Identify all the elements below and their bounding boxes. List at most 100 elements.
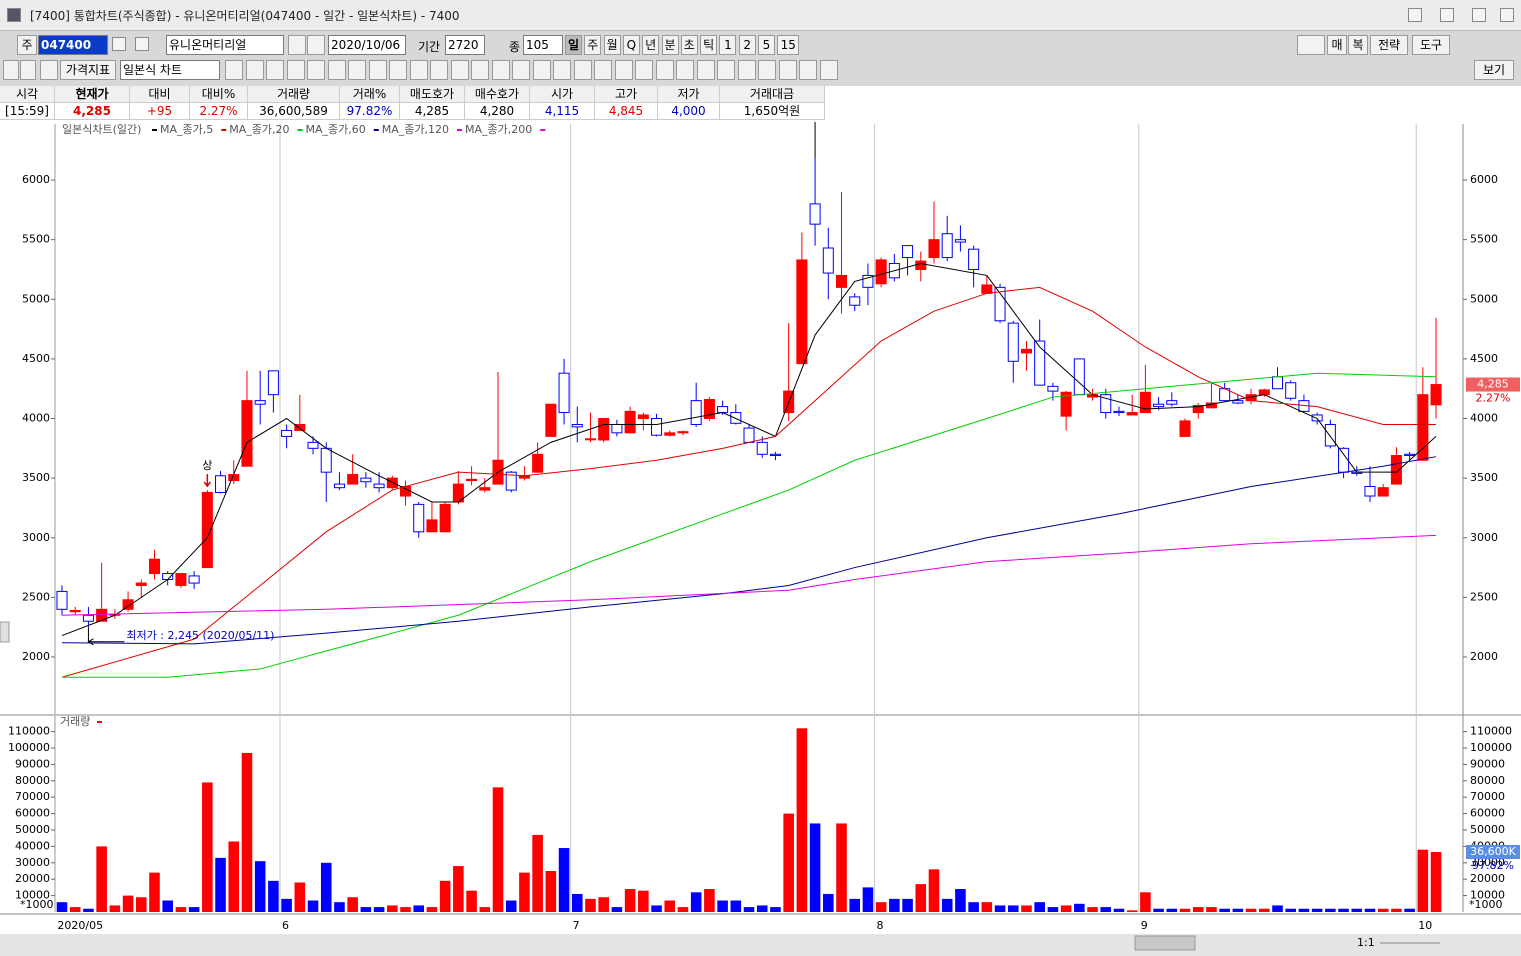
tool-button[interactable] (471, 60, 489, 80)
volume-bar (281, 898, 292, 912)
indicator-button[interactable]: 가격지표 (60, 60, 116, 80)
tool-button[interactable] (225, 60, 243, 80)
tool-button[interactable] (573, 60, 592, 80)
chart-style-select[interactable]: 일본식 차트 (120, 60, 220, 80)
tool-button[interactable] (594, 60, 612, 80)
view-button[interactable]: 보기 (1474, 60, 1514, 80)
candle-body (1364, 485, 1376, 497)
right-button[interactable]: 복 (1348, 35, 1368, 55)
tool-button[interactable] (368, 60, 387, 80)
tool-button[interactable] (389, 60, 407, 80)
right-button[interactable]: 매 (1327, 35, 1347, 55)
right-button[interactable]: 전략 (1370, 35, 1408, 55)
tool-button[interactable] (430, 60, 448, 80)
next-button[interactable] (288, 35, 306, 55)
volume-bar (162, 900, 173, 912)
scroll-thumb[interactable] (1134, 935, 1196, 951)
tool-button[interactable] (327, 60, 346, 80)
quote-header: 대비% (190, 86, 248, 103)
period-input[interactable]: 2720 (445, 35, 485, 55)
count-input[interactable]: 105 (523, 35, 563, 55)
tool-button[interactable] (409, 60, 428, 80)
tool-button[interactable] (532, 60, 551, 80)
candle-body (730, 412, 742, 424)
tool-button[interactable] (635, 60, 653, 80)
tool-button[interactable] (450, 60, 469, 80)
up-button[interactable] (3, 60, 19, 80)
code-input[interactable]: 047400 (38, 35, 108, 55)
tool-button[interactable] (696, 60, 715, 80)
prev-button[interactable] (307, 35, 325, 55)
lr-button[interactable] (20, 60, 36, 80)
volume-tick-label: 50000 (15, 823, 50, 836)
tool-button[interactable] (348, 60, 366, 80)
volume-bar (571, 893, 583, 912)
name-input[interactable]: 유니온머티리얼 (166, 35, 284, 55)
tool-button[interactable] (655, 60, 674, 80)
volume-bar (1232, 908, 1244, 912)
tool-button[interactable] (676, 60, 694, 80)
candle-body (122, 599, 134, 610)
tool-button[interactable] (266, 60, 284, 80)
side-toggle[interactable] (0, 621, 10, 643)
volume-bar (941, 898, 953, 912)
price-tick-label: 6000 (22, 173, 50, 186)
search-button[interactable] (112, 37, 126, 51)
x-tick-label: 2020/05 (57, 919, 103, 932)
volume-bar (241, 752, 253, 912)
quote-header: 고가 (595, 86, 658, 103)
candle-body (1047, 385, 1059, 392)
maximize-button[interactable] (1472, 8, 1486, 22)
tool-button[interactable] (491, 60, 510, 80)
tool-button[interactable] (799, 60, 817, 80)
legend-swatch (297, 129, 303, 131)
right-button[interactable]: 도구 (1412, 35, 1450, 55)
tool-button[interactable] (737, 60, 756, 80)
candle-body (1113, 410, 1125, 414)
tool-button[interactable] (778, 60, 797, 80)
cloud-button[interactable] (1297, 35, 1325, 55)
tool-button[interactable] (307, 60, 325, 80)
x-tick-label: 10 (1418, 919, 1432, 932)
volume-bar (1007, 905, 1019, 912)
period-button[interactable]: 월 (603, 35, 621, 55)
restore-button[interactable] (1440, 8, 1454, 22)
tool-button[interactable] (614, 60, 633, 80)
close-button[interactable] (1500, 8, 1514, 22)
candle-body (968, 248, 980, 270)
period-button[interactable]: 년 (642, 35, 660, 55)
tool-button[interactable] (245, 60, 264, 80)
period-button[interactable]: 일 (565, 35, 582, 55)
tool-button[interactable] (553, 60, 571, 80)
edit-button[interactable] (40, 60, 58, 80)
tool-button[interactable] (512, 60, 530, 80)
chart-area: 1:1 2020/05 6 7 8 9 10 2000 2000 2500 2500 3000 300… (0, 122, 1521, 956)
period-button[interactable]: 5 (758, 35, 775, 55)
period-button[interactable]: 2 (738, 35, 756, 55)
tool-button[interactable] (819, 60, 838, 80)
period-button[interactable]: 1 (719, 35, 737, 55)
quote-value: [15:59] (0, 103, 55, 120)
candle-body (1100, 394, 1112, 414)
date-input[interactable]: 2020/10/06 (328, 35, 406, 55)
period-button[interactable]: 15 (777, 35, 800, 55)
legend-swatch (97, 721, 102, 723)
tool-button[interactable] (286, 60, 305, 80)
candle-body (796, 259, 808, 365)
sort-button[interactable] (135, 37, 149, 51)
tool-button[interactable] (758, 60, 776, 80)
candle-body (96, 608, 108, 622)
price-tick-label: 3000 (1470, 531, 1498, 544)
market-button[interactable]: 주 (17, 35, 37, 55)
volume-bar (334, 902, 345, 912)
period-button[interactable]: 주 (584, 35, 602, 55)
period-button[interactable]: 초 (680, 35, 698, 55)
period-button[interactable]: 틱 (700, 35, 718, 55)
tool-button[interactable] (717, 60, 735, 80)
period-button[interactable]: 분 (661, 35, 679, 55)
candle-body (545, 403, 557, 437)
volume-tick-label: 10000 (15, 889, 50, 902)
period-button[interactable]: Q (622, 35, 640, 55)
volume-bar (122, 895, 134, 912)
minimize-button[interactable] (1408, 8, 1422, 22)
